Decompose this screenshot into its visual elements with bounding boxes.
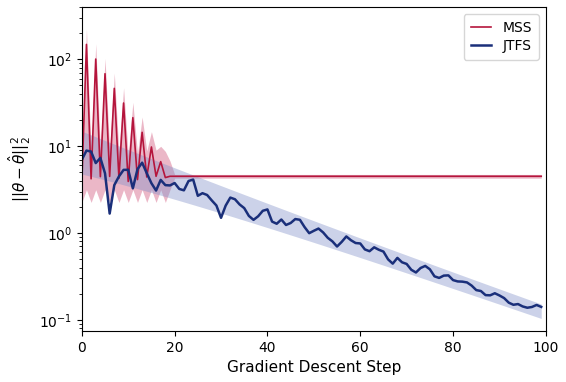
MSS — [320, 174, 327, 178]
Legend: MSS, JTFS: MSS, JTFS — [464, 14, 539, 60]
MSS — [357, 174, 363, 178]
JTFS — [505, 300, 512, 305]
JTFS — [357, 241, 363, 246]
JTFS — [190, 177, 196, 182]
JTFS — [519, 304, 526, 309]
MSS — [171, 174, 178, 178]
MSS — [190, 174, 196, 178]
MSS — [538, 174, 544, 178]
JTFS — [538, 304, 544, 309]
JTFS — [524, 306, 531, 310]
Y-axis label: $||\theta - \hat{\theta}||_2^2$: $||\theta - \hat{\theta}||_2^2$ — [7, 136, 33, 202]
Line: JTFS: JTFS — [82, 151, 541, 308]
JTFS — [83, 148, 90, 153]
MSS — [83, 42, 90, 47]
MSS — [519, 174, 526, 178]
MSS — [79, 180, 85, 185]
Line: MSS: MSS — [82, 44, 541, 183]
JTFS — [320, 230, 327, 235]
MSS — [505, 174, 512, 178]
X-axis label: Gradient Descent Step: Gradient Descent Step — [226, 360, 401, 375]
JTFS — [171, 181, 178, 185]
JTFS — [79, 157, 85, 162]
